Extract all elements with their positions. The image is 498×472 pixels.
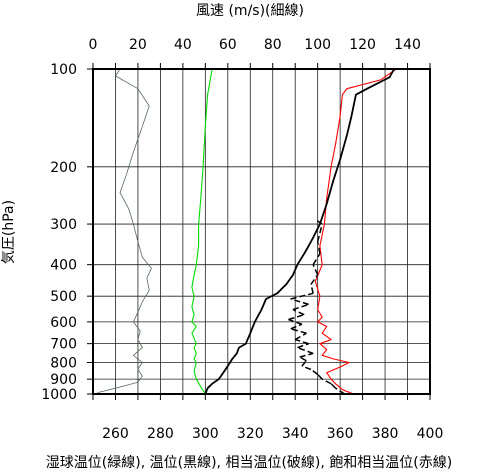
- series-segment: [312, 264, 319, 276]
- x-tick-label: 260: [102, 426, 129, 442]
- series-segment: [321, 378, 332, 385]
- series-segment: [294, 332, 307, 341]
- y-axis-label: 気圧(hPa): [1, 200, 17, 264]
- series-segment: [301, 360, 308, 367]
- series-line: [97, 68, 152, 393]
- series-3: [191, 68, 213, 395]
- x2-tick-label: 140: [394, 37, 421, 53]
- series-4: [97, 68, 152, 393]
- series-segment: [317, 373, 323, 380]
- series-segment: [292, 303, 309, 311]
- series-2: [288, 218, 346, 395]
- x2-tick-label: 100: [304, 37, 331, 53]
- series-segment: [290, 298, 309, 306]
- x2-tick-label: 20: [129, 37, 147, 53]
- x-tick-label: 280: [147, 426, 174, 442]
- y-tick-label: 400: [50, 258, 77, 274]
- series-line: [204, 68, 395, 395]
- series-segment: [290, 328, 307, 334]
- x-tick-label: 340: [282, 426, 309, 442]
- series-line: [191, 68, 213, 395]
- series-line: [314, 68, 397, 395]
- series-group: [97, 68, 397, 395]
- series-segment: [310, 368, 319, 375]
- plot-frame: [92, 68, 431, 395]
- x-axis-label: 湿球温位(緑線), 温位(黒線), 相当温位(破線), 飽和相当温位(赤線): [46, 454, 452, 471]
- series-segment: [312, 253, 321, 266]
- x2-tick-label: 40: [174, 37, 192, 53]
- x2-tick-label: 80: [264, 37, 282, 53]
- series-segment: [316, 223, 323, 242]
- y-tick-label: 200: [50, 160, 77, 176]
- x2-tick-label: 60: [219, 37, 237, 53]
- series-segment: [292, 308, 305, 316]
- chart-title: 風速 (m/s)(細線): [196, 3, 304, 19]
- y-tick-label: 600: [50, 315, 77, 331]
- x-tick-label: 320: [237, 426, 264, 442]
- series-segment: [290, 323, 303, 330]
- series-segment: [316, 241, 321, 254]
- series-segment: [297, 342, 309, 349]
- series-segment: [299, 352, 314, 358]
- series-segment: [310, 274, 319, 285]
- y-tick-label: 900: [50, 372, 77, 388]
- x-tick-label: 300: [192, 426, 219, 442]
- y-tick-label: 300: [50, 217, 77, 233]
- series-segment: [288, 313, 305, 321]
- series-segment: [297, 346, 314, 355]
- series-segment: [301, 365, 312, 371]
- grid: [92, 68, 431, 395]
- series-segment: [288, 318, 303, 325]
- series-segment: [310, 284, 314, 294]
- series-segment: [294, 338, 309, 345]
- y-tick-label: 100: [50, 62, 77, 78]
- series-0: [314, 68, 397, 395]
- y-tick-label: 1000: [41, 387, 77, 403]
- series-segment: [299, 356, 307, 362]
- x-tick-label: 380: [372, 426, 399, 442]
- x2-tick-label: 0: [89, 37, 98, 53]
- series-1: [204, 68, 395, 395]
- series-segment: [330, 383, 337, 389]
- x-tick-label: 360: [327, 426, 354, 442]
- series-segment: [290, 292, 314, 300]
- y-tick-label: 500: [50, 289, 77, 305]
- y-tick-label: 700: [50, 337, 77, 353]
- y-tick-label: 800: [50, 356, 77, 372]
- series-segment: [314, 218, 323, 225]
- x2-tick-label: 120: [349, 37, 376, 53]
- x-tick-label: 400: [417, 426, 444, 442]
